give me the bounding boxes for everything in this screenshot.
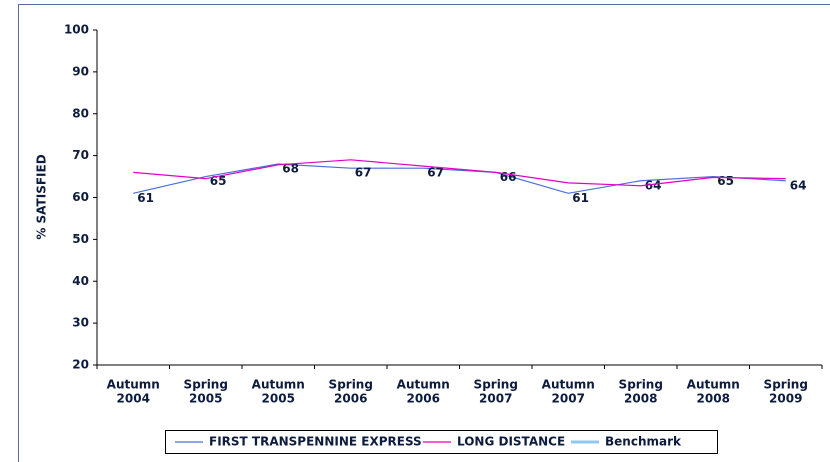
x-tick-label: 2007 (479, 392, 512, 406)
x-tick-label: 2005 (189, 392, 222, 406)
x-tick-label: Autumn (107, 378, 160, 392)
x-tick-label: 2005 (262, 392, 295, 406)
data-label: 64 (790, 178, 807, 192)
x-tick-label: Autumn (397, 378, 450, 392)
series-line (133, 159, 786, 187)
y-tick-label: 50 (72, 232, 89, 246)
x-tick-label: Spring (184, 378, 228, 392)
x-tick-label: Autumn (687, 378, 740, 392)
x-tick-label: Spring (764, 378, 808, 392)
x-tick-label: 2008 (624, 392, 657, 406)
x-tick-label: Spring (329, 378, 373, 392)
data-label: 68 (282, 162, 299, 176)
y-tick-label: 60 (72, 190, 89, 204)
y-tick-label: 70 (72, 148, 89, 162)
data-label: 67 (427, 166, 444, 180)
legend-box (165, 430, 718, 454)
y-tick-label: 80 (72, 106, 89, 120)
legend-label: FIRST TRANSPENNINE EXPRESS (209, 435, 422, 449)
data-label: 64 (645, 178, 662, 192)
data-label: 65 (717, 174, 734, 188)
x-tick-label: 2004 (117, 392, 150, 406)
x-tick-label: Autumn (542, 378, 595, 392)
data-label: 61 (572, 191, 589, 205)
y-axis-title: % SATISFIED (35, 154, 49, 239)
series-line (133, 163, 786, 194)
x-tick-label: Spring (619, 378, 663, 392)
data-label: 67 (355, 166, 372, 180)
y-tick-label: 30 (72, 316, 89, 330)
chart-frame (18, 4, 830, 462)
data-label: 61 (137, 191, 154, 205)
x-tick-label: Spring (474, 378, 518, 392)
x-tick-label: 2008 (697, 392, 730, 406)
x-tick-label: Autumn (252, 378, 305, 392)
y-tick-label: 20 (72, 358, 89, 372)
y-tick-label: 100 (64, 23, 89, 37)
x-tick-label: 2006 (407, 392, 440, 406)
legend-label: Benchmark (605, 435, 682, 449)
y-tick-label: 40 (72, 274, 89, 288)
x-tick-label: 2006 (334, 392, 367, 406)
x-tick-label: 2007 (552, 392, 585, 406)
data-label: 66 (500, 170, 517, 184)
y-tick-label: 90 (72, 64, 89, 78)
legend-label: LONG DISTANCE (457, 435, 565, 449)
x-tick-label: 2009 (769, 392, 802, 406)
